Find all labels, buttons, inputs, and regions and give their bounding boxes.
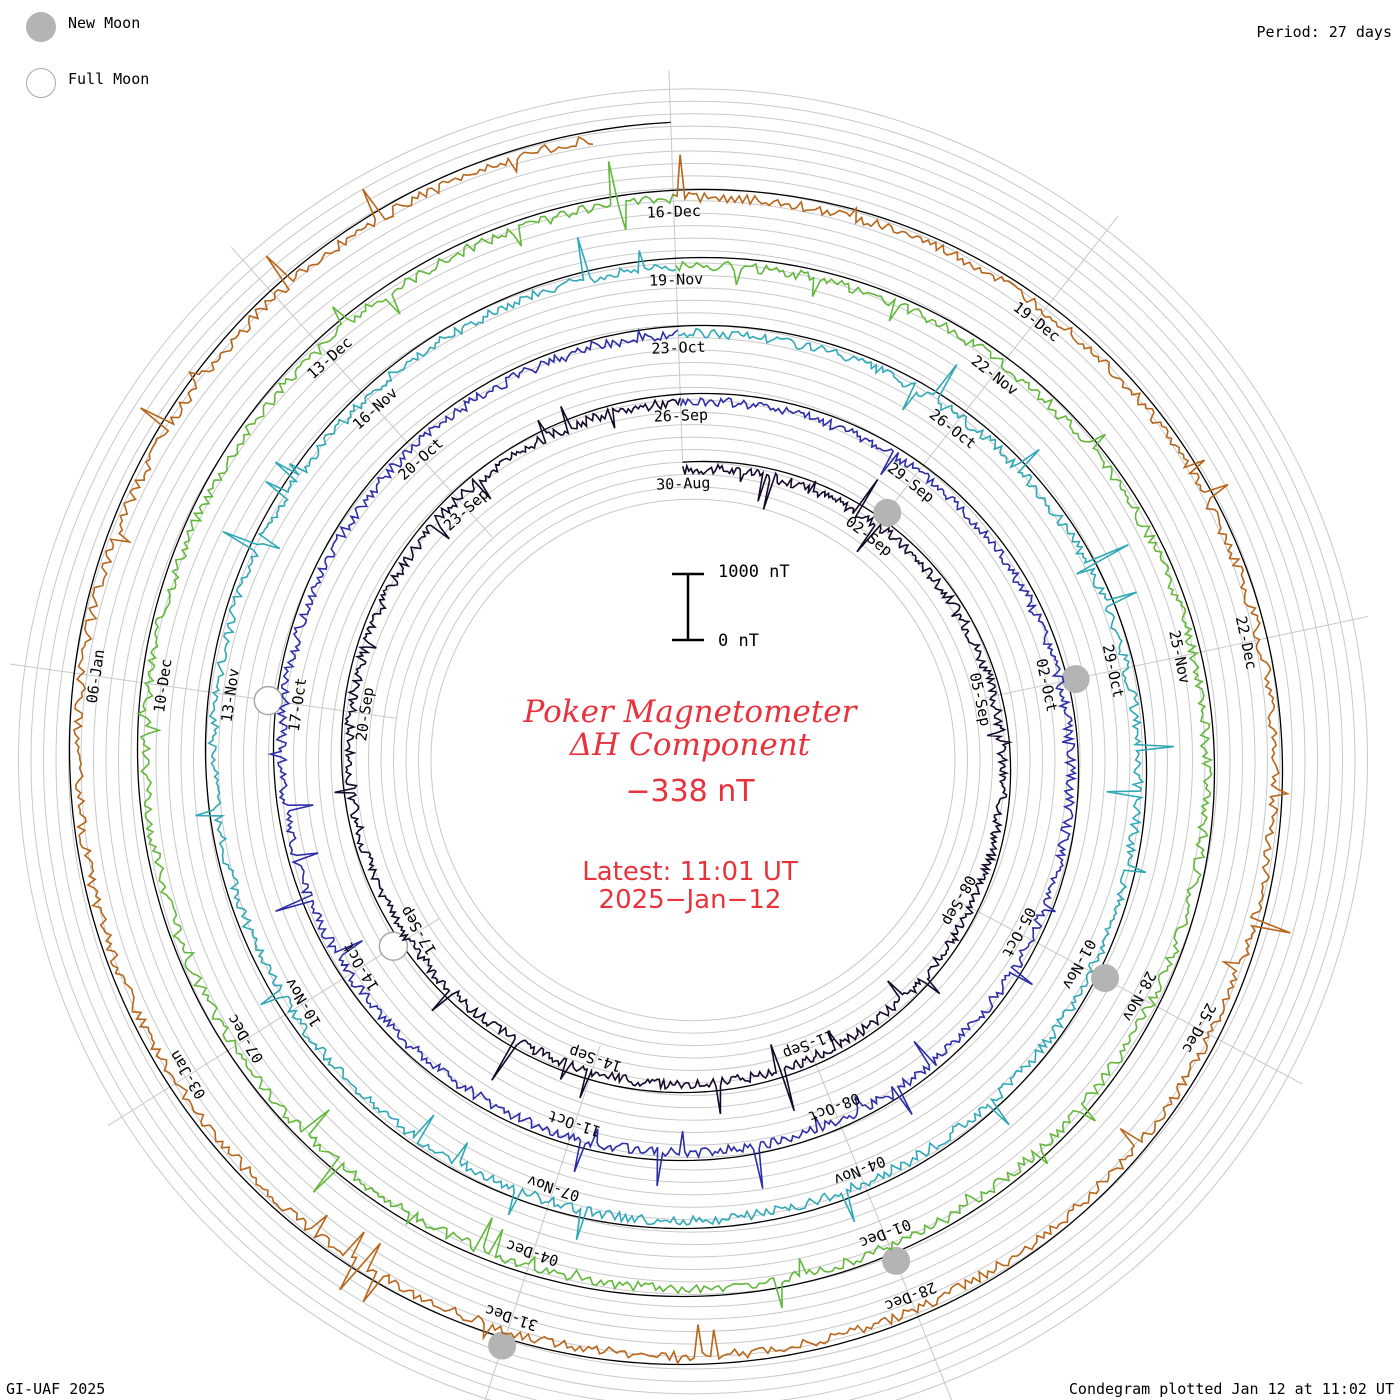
- latest-date: 2025−Jan−12: [598, 885, 782, 915]
- new-moon-marker: [488, 1331, 517, 1360]
- date-label: 20-Sep: [352, 686, 377, 742]
- title-line-1: Poker Magnetometer: [523, 694, 857, 730]
- date-label: 30-Aug: [656, 474, 711, 494]
- date-label: 07-Dec: [223, 1011, 267, 1066]
- trace-rev-2: [267, 328, 1078, 1189]
- grid-circle: [80, 150, 1306, 1370]
- grid-circle: [168, 237, 1218, 1283]
- grid-circle: [268, 337, 1118, 1183]
- trace-rev-5: [73, 136, 1291, 1366]
- legend-full-moon: Full Moon: [26, 68, 149, 98]
- credit-text: GI-UAF 2025: [6, 1380, 106, 1398]
- scale-bar: [672, 572, 704, 642]
- full-moon-icon: [26, 68, 56, 98]
- grid-circle: [243, 312, 1143, 1208]
- grid-circle: [30, 101, 1356, 1400]
- date-label: 26-Sep: [653, 406, 708, 426]
- date-label: 29-Sep: [884, 459, 938, 507]
- day-spoke: [877, 215, 1119, 524]
- chart-title: Poker Magnetometer ΔH Component: [410, 696, 970, 762]
- trace-rev-4: [136, 161, 1214, 1309]
- date-label: 16-Dec: [646, 202, 701, 222]
- grid-circle: [68, 138, 1318, 1382]
- day-spoke: [804, 1037, 952, 1400]
- grid-circle: [193, 262, 1193, 1258]
- grid-circle: [368, 436, 1018, 1084]
- date-label: 05-Sep: [966, 671, 995, 728]
- new-moon-marker: [1091, 964, 1119, 993]
- plotted-timestamp: Condegram plotted Jan 12 at 11:02 UT: [1068, 1380, 1394, 1398]
- day-spoke: [957, 900, 1303, 1085]
- grid-circle: [180, 250, 1206, 1270]
- date-label: 22-Dec: [1232, 614, 1261, 671]
- full-moon-marker: [378, 931, 409, 961]
- date-label: 17-Oct: [285, 677, 310, 733]
- grid-circle: [93, 162, 1293, 1358]
- full-moon-label: Full Moon: [68, 70, 150, 88]
- date-label: 06-Jan: [83, 648, 108, 704]
- grid-circle: [430, 498, 956, 1022]
- baseline-spiral-path: [68, 121, 1284, 1366]
- trace-rev-3: [195, 237, 1174, 1241]
- grid-circle: [343, 411, 1043, 1109]
- new-moon-label: New Moon: [68, 14, 141, 32]
- new-moon-marker: [882, 1246, 911, 1275]
- scale-bottom-label: 0 nT: [718, 631, 759, 651]
- grid-circle: [305, 374, 1081, 1146]
- new-moon-marker: [1061, 665, 1090, 694]
- grid-circle: [143, 212, 1243, 1308]
- grid-circle: [293, 361, 1093, 1159]
- grid-circle: [318, 386, 1068, 1134]
- grid-circle: [418, 486, 968, 1034]
- new-moon-marker: [873, 498, 902, 527]
- date-label: 11-Sep: [780, 1026, 837, 1063]
- grid-circle: [330, 399, 1056, 1121]
- grid-circle: [43, 113, 1343, 1400]
- title-line-2: ΔH Component: [569, 727, 811, 763]
- date-label: 04-Dec: [504, 1236, 561, 1270]
- data-traces: [73, 136, 1291, 1366]
- moon-markers: [253, 498, 1119, 1360]
- grid-circle: [130, 200, 1256, 1320]
- date-label: 23-Oct: [651, 338, 706, 358]
- period-label: Period: 27 days: [1256, 23, 1392, 41]
- latest-time: Latest: 11:01 UT: [582, 857, 798, 887]
- grid-circle: [18, 88, 1368, 1400]
- grid-circle: [55, 125, 1331, 1395]
- new-moon-icon: [26, 12, 56, 42]
- date-labels: 30-Aug02-Sep05-Sep08-Sep11-Sep14-Sep17-S…: [83, 202, 1261, 1335]
- full-moon-marker: [253, 685, 284, 716]
- grid-circle: [118, 187, 1268, 1333]
- date-label: 29-Oct: [1099, 643, 1128, 700]
- grid-circle: [280, 349, 1106, 1171]
- current-value: −338 nT: [625, 774, 755, 809]
- grid-circle: [105, 175, 1281, 1345]
- latest-timestamp: Latest: 11:01 UT 2025−Jan−12: [480, 858, 900, 914]
- day-spoke: [986, 616, 1369, 699]
- baseline-spiral: [68, 121, 1284, 1366]
- grid-circle: [155, 225, 1231, 1295]
- grid-circle: [218, 287, 1168, 1233]
- date-label: 31-Dec: [483, 1301, 540, 1335]
- grid-circle: [230, 299, 1156, 1221]
- trace-rev-1: [334, 397, 1013, 1115]
- date-label: 01-Dec: [857, 1215, 914, 1252]
- grid-circles: [18, 88, 1368, 1400]
- date-label: 19-Nov: [649, 270, 704, 290]
- legend-new-moon: New Moon: [26, 12, 140, 42]
- scale-top-label: 1000 nT: [718, 562, 790, 582]
- grid-circle: [355, 424, 1031, 1096]
- date-label: 08-Oct: [806, 1089, 863, 1126]
- date-label: 04-Nov: [831, 1152, 888, 1189]
